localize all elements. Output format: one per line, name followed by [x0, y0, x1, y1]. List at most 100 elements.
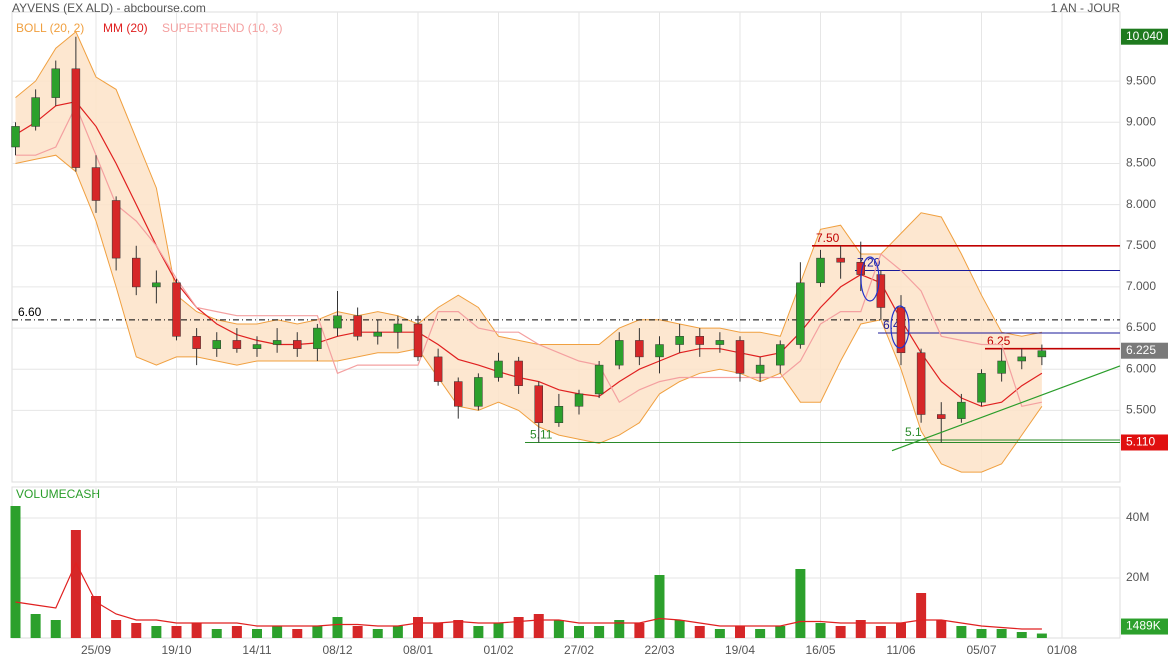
- volume-bar: [10, 506, 21, 638]
- volume-title: VOLUMECASH: [16, 487, 100, 501]
- candle-body: [615, 340, 624, 366]
- indicator-line: [15, 104, 1043, 407]
- candle-body: [776, 344, 785, 366]
- volume-bar: [674, 620, 685, 638]
- legend-entry: SUPERTREND (10, 3): [162, 21, 282, 35]
- candle-body: [51, 68, 60, 98]
- candle-body: [293, 340, 302, 349]
- volume-bar: [634, 623, 645, 638]
- volume-bar: [795, 569, 806, 638]
- volume-bar: [835, 626, 846, 638]
- price-marker-label: 10.040: [1126, 29, 1163, 43]
- candle-body: [1017, 356, 1026, 362]
- band-upper: [15, 30, 1042, 345]
- volume-bar: [191, 623, 202, 638]
- volume-bar: [996, 629, 1007, 638]
- x-tick-label: 19/10: [161, 643, 191, 657]
- volume-bar: [332, 617, 343, 638]
- volume-bar: [574, 626, 584, 638]
- candle-body: [212, 340, 221, 349]
- volume-bar: [473, 626, 484, 638]
- volume-bar: [976, 629, 987, 638]
- y-tick-label: 6.500: [1126, 320, 1156, 334]
- volume-bar: [513, 617, 524, 638]
- trendline: [891, 365, 1121, 452]
- x-tick-label: 22/03: [644, 643, 674, 657]
- plot-layer: 25/09 19/10 14/11 08/12 08/01 01/02 27/02 22/03…: [10, 12, 1168, 657]
- candle-body: [534, 385, 543, 423]
- level-label: 5.11: [530, 428, 553, 442]
- volume-bar: [896, 623, 906, 638]
- x-tick-label: 27/02: [564, 643, 594, 657]
- candle-body: [454, 381, 463, 407]
- level-label: 6.25: [987, 334, 1011, 348]
- candle-body: [675, 336, 684, 345]
- volume-bar: [70, 530, 81, 638]
- volume-marker-label: 1489K: [1126, 619, 1161, 633]
- candle-body: [574, 393, 584, 407]
- candle-body: [192, 336, 201, 349]
- candle-body: [896, 307, 906, 354]
- candle-body: [796, 282, 805, 345]
- y-tick-label: 9.500: [1126, 73, 1156, 87]
- x-tick-label: 08/12: [322, 643, 352, 657]
- candle-body: [413, 323, 423, 358]
- candle-body: [836, 257, 845, 263]
- volume-bar: [714, 629, 725, 638]
- candle-body: [997, 360, 1006, 374]
- volume-bar: [151, 626, 162, 638]
- volume-bar: [91, 596, 101, 638]
- volume-bar: [231, 626, 242, 638]
- volume-bar: [171, 626, 182, 638]
- candle-body: [635, 340, 644, 358]
- volume-bar: [50, 620, 61, 638]
- band-fill: [15, 31, 1042, 473]
- y-tick-label: 40M: [1126, 510, 1149, 524]
- candle-body: [957, 401, 966, 419]
- volume-bar: [453, 620, 464, 638]
- x-tick-label: 19/04: [725, 643, 755, 657]
- volume-bar: [493, 623, 504, 638]
- y-tick-label: 9.000: [1126, 114, 1156, 128]
- volume-bar: [775, 626, 786, 638]
- candle-body: [554, 406, 564, 423]
- price-marker: [1121, 434, 1168, 451]
- volume-bar: [413, 617, 423, 638]
- chart-title: AYVENS (EX ALD) - abcbourse.com: [12, 1, 206, 15]
- candle-body: [876, 274, 886, 308]
- volume-bar: [654, 575, 665, 638]
- candle-body: [11, 126, 20, 148]
- price-marker-label: 5.110: [1126, 435, 1155, 449]
- candle-body: [393, 323, 403, 333]
- y-tick-label: 6.000: [1126, 361, 1156, 375]
- candle-body: [313, 327, 322, 349]
- candle-body: [735, 340, 745, 374]
- volume-bar: [272, 626, 283, 638]
- volume-bar: [252, 629, 262, 638]
- volume-bar: [614, 620, 625, 638]
- candle-body: [695, 336, 704, 345]
- volume-bar: [533, 614, 544, 638]
- volume-bar: [815, 623, 826, 638]
- candle-body: [353, 315, 362, 337]
- candle-body: [514, 360, 523, 386]
- volume-bar: [1036, 633, 1047, 638]
- volume-bar: [433, 623, 444, 638]
- volume-bar: [131, 623, 142, 638]
- candle-body: [916, 352, 926, 415]
- y-tick-label: 8.000: [1126, 197, 1156, 211]
- candle-body: [132, 257, 141, 288]
- candle-body: [333, 315, 342, 329]
- legend-entry: MM (20): [103, 21, 148, 35]
- highlight-ellipse: [890, 305, 910, 349]
- x-tick-label: 01/08: [1047, 643, 1077, 657]
- volume-bar: [553, 620, 564, 638]
- legend-entry: BOLL (20, 2): [16, 21, 84, 35]
- volume-average: [15, 561, 1042, 630]
- level-label: 5.1: [905, 425, 922, 439]
- volume-bar: [1016, 632, 1027, 638]
- y-tick-label: 7.000: [1126, 279, 1156, 293]
- candle-body: [373, 331, 382, 337]
- candle-body: [272, 340, 282, 345]
